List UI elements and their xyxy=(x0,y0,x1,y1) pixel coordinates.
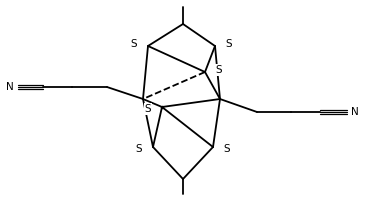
Text: S: S xyxy=(224,144,230,154)
Text: N: N xyxy=(6,82,14,92)
Text: S: S xyxy=(136,144,142,154)
Text: S: S xyxy=(145,104,151,114)
Text: S: S xyxy=(216,65,222,75)
Text: S: S xyxy=(226,39,232,49)
Text: N: N xyxy=(351,107,359,117)
Text: S: S xyxy=(131,39,137,49)
